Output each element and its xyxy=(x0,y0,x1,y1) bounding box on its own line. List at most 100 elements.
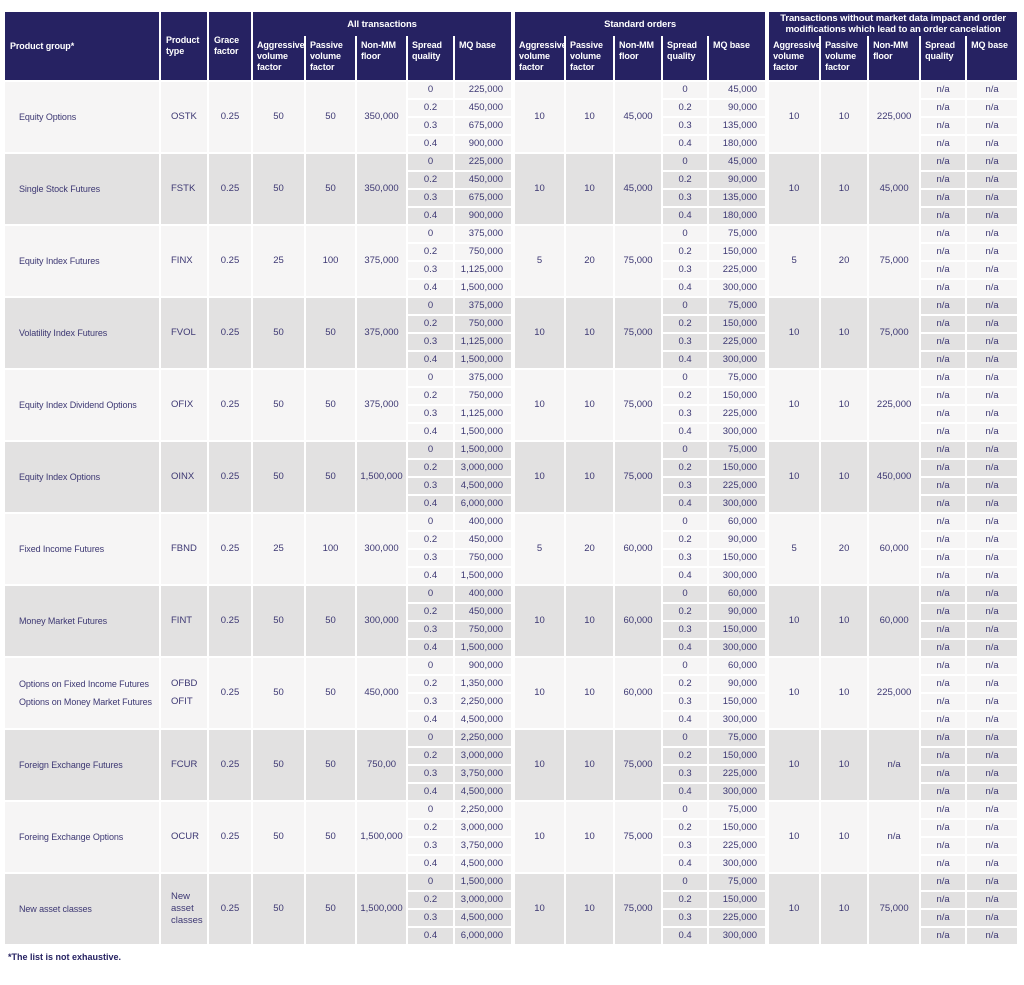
passive-volume-cell: 100 xyxy=(306,514,357,586)
spread-quality-cell: 0.3 xyxy=(408,334,455,352)
mq-base-cell: 4,500,000 xyxy=(455,784,514,802)
mq-base-cell: n/a xyxy=(967,568,1020,586)
spread-quality-cell: 0.4 xyxy=(408,496,455,514)
spread-quality-cell: 0.2 xyxy=(663,244,710,262)
mq-base-cell: 3,000,000 xyxy=(455,892,514,910)
table-row: 0.2 750,000 0.2 150,000 n/a n/a xyxy=(5,388,1020,406)
mq-base-cell: 300,000 xyxy=(709,784,768,802)
spread-quality-cell: 0.3 xyxy=(663,838,710,856)
passive-volume-cell: 50 xyxy=(306,586,357,658)
mq-base-cell: 150,000 xyxy=(709,694,768,712)
passive-volume-cell: 50 xyxy=(306,298,357,370)
non-mm-floor-cell: 75,000 xyxy=(615,802,664,874)
mq-base-cell: 150,000 xyxy=(709,388,768,406)
mq-base-cell: 45,000 xyxy=(709,154,768,172)
mq-base-cell: 400,000 xyxy=(455,514,514,532)
mq-base-cell: 225,000 xyxy=(709,406,768,424)
mq-base-cell: 1,350,000 xyxy=(455,676,514,694)
mq-base-cell: 375,000 xyxy=(455,226,514,244)
non-mm-floor-cell: 225,000 xyxy=(869,82,922,154)
spread-quality-cell: 0.3 xyxy=(663,910,710,928)
spread-quality-cell: 0.4 xyxy=(663,928,710,946)
passive-volume-cell: 50 xyxy=(306,730,357,802)
spread-quality-cell: n/a xyxy=(921,460,968,478)
passive-volume-cell: 10 xyxy=(821,370,870,442)
spread-quality-cell: 0.4 xyxy=(408,208,455,226)
aggressive-volume-cell: 10 xyxy=(767,802,822,874)
spread-quality-cell: n/a xyxy=(921,784,968,802)
spread-quality-cell: 0.2 xyxy=(408,316,455,334)
spread-quality-cell: n/a xyxy=(921,406,968,424)
spread-quality-cell: 0.2 xyxy=(663,532,710,550)
spread-quality-cell: 0.2 xyxy=(663,748,710,766)
mq-base-cell: n/a xyxy=(967,352,1020,370)
passive-volume-cell: 10 xyxy=(566,298,616,370)
table-row: 0.4 1,500,000 0.4 300,000 n/a n/a xyxy=(5,568,1020,586)
spread-quality-cell: 0.2 xyxy=(408,244,455,262)
spread-quality-cell: 0.2 xyxy=(663,676,710,694)
mq-base-cell: n/a xyxy=(967,874,1020,892)
spread-quality-cell: 0.3 xyxy=(408,694,455,712)
non-mm-floor-cell: 60,000 xyxy=(615,586,664,658)
mq-base-cell: 300,000 xyxy=(709,424,768,442)
spread-quality-cell: n/a xyxy=(921,334,968,352)
mq-base-cell: n/a xyxy=(967,550,1020,568)
mq-base-cell: n/a xyxy=(967,334,1020,352)
mq-base-cell: 150,000 xyxy=(709,622,768,640)
mq-base-cell: n/a xyxy=(967,316,1020,334)
mq-base-cell: n/a xyxy=(967,604,1020,622)
product-type-cell: FINT xyxy=(161,586,209,658)
aggressive-volume-cell: 50 xyxy=(253,802,306,874)
passive-volume-cell: 10 xyxy=(821,802,870,874)
non-mm-floor-cell: 300,000 xyxy=(357,514,408,586)
mq-base-cell: n/a xyxy=(967,154,1020,172)
spread-quality-cell: 0 xyxy=(408,154,455,172)
mq-base-cell: 300,000 xyxy=(709,928,768,946)
spread-quality-cell: 0.3 xyxy=(663,550,710,568)
passive-volume-cell: 10 xyxy=(566,874,616,946)
non-mm-floor-cell: 75,000 xyxy=(869,874,922,946)
aggressive-volume-cell: 25 xyxy=(253,226,306,298)
aggressive-volume-cell: 10 xyxy=(767,82,822,154)
non-mm-floor-cell: 75,000 xyxy=(615,226,664,298)
spread-quality-cell: 0 xyxy=(408,586,455,604)
spread-quality-cell: 0 xyxy=(408,298,455,316)
table-row: 0.3 675,000 0.3 135,000 n/a n/a xyxy=(5,118,1020,136)
mq-base-cell: 90,000 xyxy=(709,100,768,118)
table-row: 0.3 1,125,000 0.3 225,000 n/a n/a xyxy=(5,406,1020,424)
mq-base-cell: n/a xyxy=(967,766,1020,784)
column-header-aggressive-volume-g0: Aggressive volume factor xyxy=(253,36,306,82)
mq-base-cell: n/a xyxy=(967,172,1020,190)
spread-quality-cell: n/a xyxy=(921,154,968,172)
mq-base-cell: n/a xyxy=(967,838,1020,856)
mq-base-cell: 1,125,000 xyxy=(455,406,514,424)
spread-quality-cell: 0 xyxy=(408,658,455,676)
column-header-spread-quality-g2: Spread quality xyxy=(921,36,968,82)
mq-base-cell: 900,000 xyxy=(455,208,514,226)
spread-quality-cell: 0 xyxy=(408,226,455,244)
spread-quality-cell: 0.4 xyxy=(663,856,710,874)
column-header-non-mm-floor-g1: Non-MM floor xyxy=(615,36,664,82)
mq-base-cell: n/a xyxy=(967,226,1020,244)
non-mm-floor-cell: 375,000 xyxy=(357,226,408,298)
spread-quality-cell: 0.2 xyxy=(408,388,455,406)
spread-quality-cell: n/a xyxy=(921,820,968,838)
grace-factor-cell: 0.25 xyxy=(209,586,253,658)
mq-base-cell: 75,000 xyxy=(709,298,768,316)
passive-volume-cell: 10 xyxy=(566,802,616,874)
passive-volume-cell: 10 xyxy=(566,442,616,514)
table-row: Fixed Income Futures FBND 0.25 25 100 300,000… xyxy=(5,514,1020,586)
spread-quality-cell: 0 xyxy=(663,370,710,388)
column-header-non-mm-floor-g0: Non-MM floor xyxy=(357,36,408,82)
mq-base-cell: n/a xyxy=(967,298,1020,316)
spread-quality-cell: n/a xyxy=(921,586,968,604)
spread-quality-cell: 0.4 xyxy=(663,640,710,658)
mq-base-cell: 60,000 xyxy=(709,658,768,676)
mq-base-cell: 150,000 xyxy=(709,820,768,838)
product-type-cell: OFBD OFIT xyxy=(161,658,209,730)
table-row: 0.2 450,000 0.2 90,000 n/a n/a xyxy=(5,100,1020,118)
passive-volume-cell: 50 xyxy=(306,802,357,874)
mq-base-cell: 450,000 xyxy=(455,604,514,622)
spread-quality-cell: 0 xyxy=(663,874,710,892)
table-row: 0.4 1,500,000 0.4 300,000 n/a n/a xyxy=(5,352,1020,370)
